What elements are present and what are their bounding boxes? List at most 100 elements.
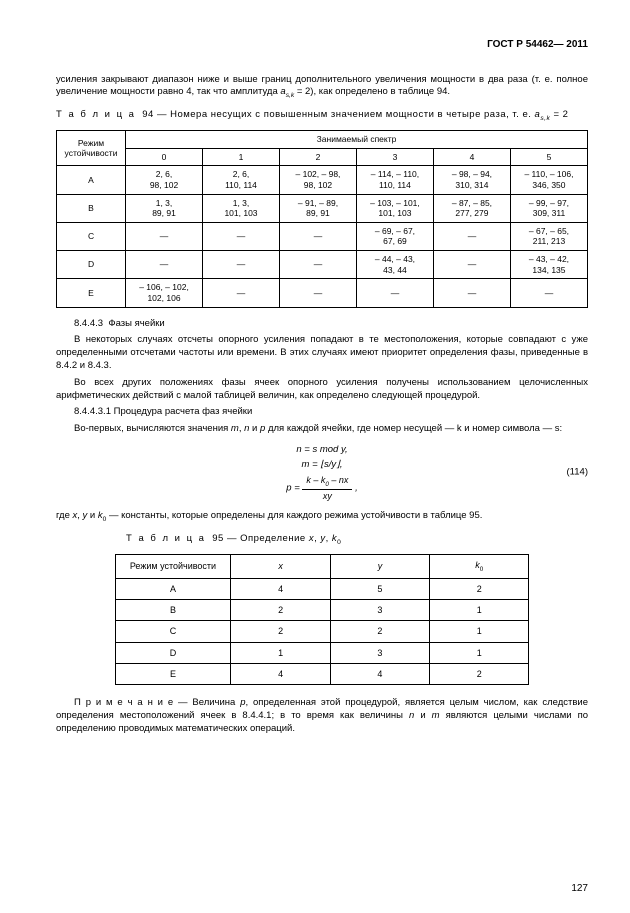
table-row: A452 bbox=[115, 579, 529, 600]
t95-cell: 3 bbox=[330, 642, 429, 663]
table-row: D———– 44, – 43,43, 44—– 43, – 42,134, 13… bbox=[57, 251, 588, 279]
t94-mode-header: Режим устойчивости bbox=[57, 131, 126, 166]
t94-cell: — bbox=[279, 251, 356, 279]
table-row: C221 bbox=[115, 621, 529, 642]
caption-rest: — Определение x, y, k0 bbox=[227, 533, 341, 544]
t94-cell: — bbox=[126, 251, 203, 279]
after-equations: где x, y и k0 — константы, которые опред… bbox=[56, 510, 588, 525]
page-number: 127 bbox=[571, 882, 588, 896]
t95-cell: 5 bbox=[330, 579, 429, 600]
t95-cell: 4 bbox=[231, 663, 330, 684]
subsection-title: Процедура расчета фаз ячейки bbox=[114, 406, 253, 417]
t95-cell: 3 bbox=[330, 600, 429, 621]
t94-mode-cell: E bbox=[57, 279, 126, 307]
t94-cell: – 69, – 67,67, 69 bbox=[356, 222, 433, 250]
t95-cell: 1 bbox=[430, 600, 529, 621]
t95-cell: 1 bbox=[430, 621, 529, 642]
note-paragraph: П р и м е ч а н и е — Величина p, опреде… bbox=[56, 697, 588, 735]
page-root: ГОСТ Р 54462— 2011 усиления закрывают ди… bbox=[0, 0, 630, 913]
table-row: C———– 69, – 67,67, 69—– 67, – 65,211, 21… bbox=[57, 222, 588, 250]
t95-cell: 4 bbox=[231, 579, 330, 600]
t95-h: x bbox=[231, 554, 330, 578]
t94-cell: – 99, – 97,309, 311 bbox=[510, 194, 587, 222]
t94-col: 4 bbox=[433, 148, 510, 166]
t94-cell: — bbox=[433, 251, 510, 279]
t94-cell: 2, 6,110, 114 bbox=[203, 166, 280, 194]
fraction: k – k0 – nx xy bbox=[302, 474, 352, 502]
t94-cell: – 98, – 94,310, 314 bbox=[433, 166, 510, 194]
t95-h: k0 bbox=[430, 554, 529, 578]
subsection-num: 8.4.4.3.1 bbox=[74, 406, 111, 417]
equation-p: p = k – k0 – nx xy , bbox=[56, 474, 588, 502]
caption-num: 95 bbox=[212, 533, 224, 544]
t95-cell: 1 bbox=[231, 642, 330, 663]
t94-col: 2 bbox=[279, 148, 356, 166]
t95-cell: 2 bbox=[330, 621, 429, 642]
t94-cell: – 44, – 43,43, 44 bbox=[356, 251, 433, 279]
t95-cell: 2 bbox=[231, 621, 330, 642]
frac-num: k – k0 – nx bbox=[302, 474, 352, 490]
t94-cell: — bbox=[203, 251, 280, 279]
caption-rest: — Номера несущих с повышенным значением … bbox=[157, 109, 569, 120]
caption-prefix: Т а б л и ц а bbox=[126, 533, 206, 544]
t94-cell: – 110, – 106,346, 350 bbox=[510, 166, 587, 194]
t94-cell: 1, 3,101, 103 bbox=[203, 194, 280, 222]
t94-col: 3 bbox=[356, 148, 433, 166]
t94-cell: 1, 3,89, 91 bbox=[126, 194, 203, 222]
t94-cell: 2, 6,98, 102 bbox=[126, 166, 203, 194]
t94-cell: – 87, – 85,277, 279 bbox=[433, 194, 510, 222]
table-row: B1, 3,89, 911, 3,101, 103– 91, – 89,89, … bbox=[57, 194, 588, 222]
table-row: B231 bbox=[115, 600, 529, 621]
t94-col: 0 bbox=[126, 148, 203, 166]
table-row: E442 bbox=[115, 663, 529, 684]
t94-cell: – 114, – 110,110, 114 bbox=[356, 166, 433, 194]
t94-cell: — bbox=[510, 279, 587, 307]
t95-h: y bbox=[330, 554, 429, 578]
intro-paragraph: усиления закрывают диапазон ниже и выше … bbox=[56, 74, 588, 102]
t94-cell: — bbox=[126, 222, 203, 250]
t95-cell: C bbox=[115, 621, 231, 642]
equation-block: n = s mod y, m = ⌊s/y⌋, p = k – k0 – nx … bbox=[56, 444, 588, 502]
t95-cell: A bbox=[115, 579, 231, 600]
table-row: E– 106, – 102,102, 106————— bbox=[57, 279, 588, 307]
t94-cell: — bbox=[279, 222, 356, 250]
t94-spec-cols: 0 1 2 3 4 5 bbox=[57, 148, 588, 166]
equation-n: n = s mod y, bbox=[56, 444, 588, 457]
section-84431-heading: 8.4.4.3.1 Процедура расчета фаз ячейки bbox=[56, 406, 588, 419]
t94-mode-cell: A bbox=[57, 166, 126, 194]
t95-cell: D bbox=[115, 642, 231, 663]
t94-cell: — bbox=[279, 279, 356, 307]
t94-cell: — bbox=[433, 222, 510, 250]
t94-cell: — bbox=[203, 222, 280, 250]
t95-cell: 1 bbox=[430, 642, 529, 663]
t95-cell: 2 bbox=[430, 663, 529, 684]
t95-cell: 2 bbox=[430, 579, 529, 600]
t94-spectrum-header: Занимаемый спектр bbox=[126, 131, 588, 149]
t94-cell: — bbox=[433, 279, 510, 307]
t94-cell: — bbox=[356, 279, 433, 307]
section-p3: Во-первых, вычисляются значения m, n и p… bbox=[56, 423, 588, 436]
t94-mode-cell: D bbox=[57, 251, 126, 279]
t95-cell: 2 bbox=[231, 600, 330, 621]
table-94: Режим устойчивости Занимаемый спектр 0 1… bbox=[56, 130, 588, 308]
table-row: A2, 6,98, 1022, 6,110, 114– 102, – 98,98… bbox=[57, 166, 588, 194]
section-p1: В некоторых случаях отсчеты опорного уси… bbox=[56, 334, 588, 372]
section-8443-heading: 8.4.4.3 Фазы ячейки bbox=[56, 318, 588, 331]
section-p2: Во всех других положениях фазы ячеек опо… bbox=[56, 377, 588, 403]
table-95: Режим устойчивости x y k0 A452B231C221D1… bbox=[115, 554, 530, 685]
caption-prefix: Т а б л и ц а bbox=[56, 109, 136, 120]
t95-h: Режим устойчивости bbox=[115, 554, 231, 578]
equation-number: (114) bbox=[567, 467, 588, 480]
table94-caption: Т а б л и ц а 94 — Номера несущих с повы… bbox=[56, 109, 588, 124]
t95-cell: E bbox=[115, 663, 231, 684]
t95-cell: B bbox=[115, 600, 231, 621]
t95-cell: 4 bbox=[330, 663, 429, 684]
frac-den: xy bbox=[302, 490, 352, 502]
t94-cell: – 102, – 98,98, 102 bbox=[279, 166, 356, 194]
caption-num: 94 bbox=[142, 109, 154, 120]
document-header: ГОСТ Р 54462— 2011 bbox=[56, 38, 588, 52]
section-num: 8.4.4.3 bbox=[74, 318, 103, 329]
section-title: Фазы ячейки bbox=[108, 318, 164, 329]
t94-cell: – 43, – 42,134, 135 bbox=[510, 251, 587, 279]
equation-m: m = ⌊s/y⌋, bbox=[56, 459, 588, 472]
